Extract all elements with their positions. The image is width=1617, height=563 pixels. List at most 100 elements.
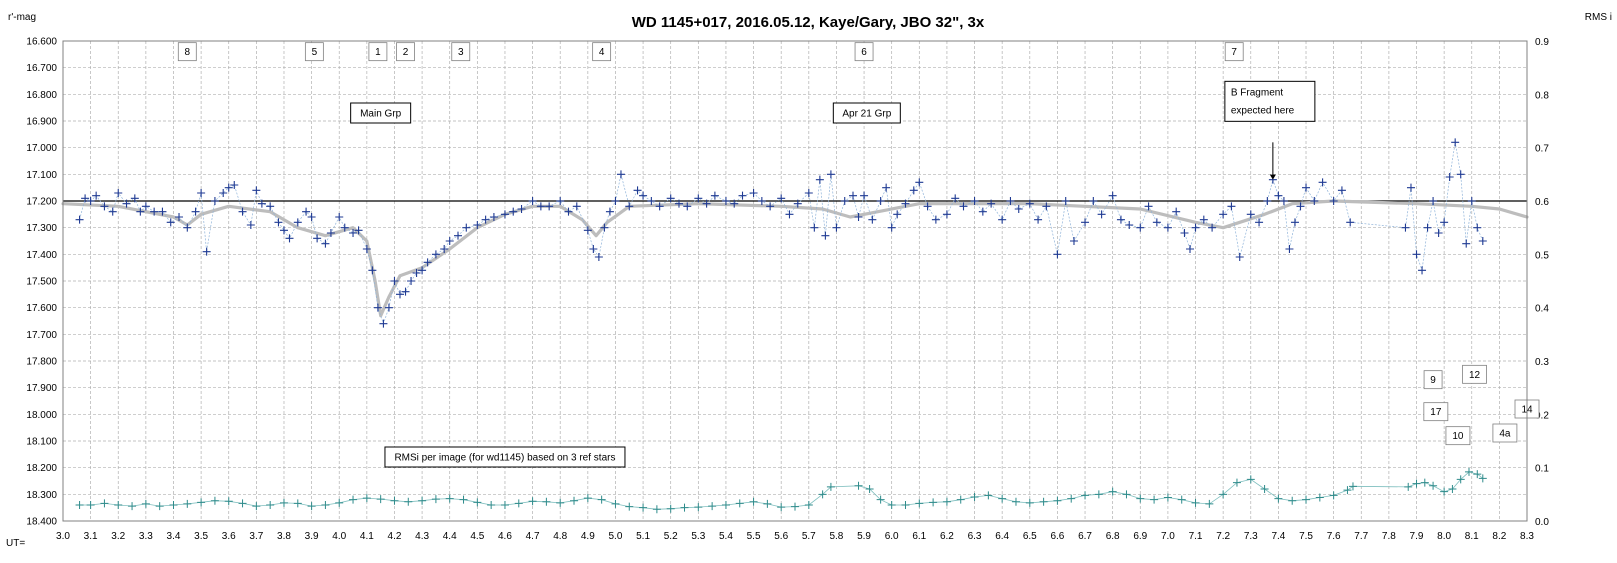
magnitude-point: [616, 170, 625, 179]
magnitude-point: [757, 197, 766, 205]
rms-point: [854, 481, 863, 490]
magnitude-point: [1440, 218, 1449, 227]
x-tick-label: 7.8: [1382, 531, 1396, 542]
rms-point: [666, 504, 675, 513]
magnitude-point: [1186, 245, 1194, 253]
magnitude-point: [868, 215, 877, 224]
annotation-label: 2: [396, 42, 415, 62]
rms-point: [224, 497, 233, 506]
magnitude-point: [321, 239, 330, 248]
magnitude-point: [1401, 223, 1410, 232]
magnitude-point: [655, 202, 664, 211]
rms-point: [335, 498, 344, 507]
rms-point: [514, 499, 523, 508]
magnitude-point: [702, 199, 711, 208]
magnitude-point: [1025, 199, 1034, 208]
x-tick-label: 7.7: [1354, 531, 1368, 542]
x-tick-label: 3.1: [84, 531, 98, 542]
y-tick-label-left: 18.100: [26, 437, 57, 448]
rms-point: [1150, 495, 1159, 504]
magnitude-point: [1429, 197, 1438, 205]
rms-point: [1232, 478, 1241, 487]
annotation-box: [592, 42, 612, 62]
rms-point: [169, 501, 178, 509]
annotation-box: [1423, 402, 1449, 422]
magnitude-point: [462, 223, 471, 232]
x-tick-label: 6.6: [1050, 531, 1064, 542]
magnitude-point: [92, 191, 101, 200]
rms-point: [1053, 496, 1062, 505]
y-tick-label-left: 17.100: [26, 170, 57, 181]
magnitude-point: [564, 207, 573, 216]
magnitude-point: [998, 215, 1007, 224]
y-tick-label-right: 0.7: [1535, 144, 1549, 155]
rms-point: [1081, 491, 1090, 500]
rms-point: [639, 503, 648, 512]
annotation-text: 4: [599, 47, 605, 58]
annotation-box: [1224, 42, 1244, 62]
magnitude-point: [1346, 218, 1355, 227]
magnitude-point: [1445, 173, 1454, 181]
magnitude-point: [166, 218, 175, 227]
rms-point: [721, 501, 730, 509]
magnitude-point: [1191, 223, 1200, 232]
y-tick-label-left: 17.900: [26, 383, 57, 394]
magnitude-point: [572, 202, 581, 211]
magnitude-point: [395, 290, 404, 299]
magnitude-point: [1053, 250, 1062, 259]
y-axis-label-left: r'-mag: [8, 12, 36, 23]
annotation-label: Apr 21 Grp: [832, 102, 901, 124]
x-tick-label: 6.8: [1106, 531, 1120, 542]
magnitude-point: [293, 218, 302, 227]
magnitude-point: [418, 266, 427, 275]
y-tick-label-left: 17.800: [26, 357, 57, 368]
rms-point: [141, 499, 150, 508]
annotation-text: 1: [375, 47, 381, 58]
magnitude-point: [1467, 197, 1476, 205]
annotation-label: 4a: [1492, 423, 1518, 443]
magnitude-point: [252, 186, 261, 195]
rms-point: [75, 501, 84, 509]
annotation-text: 8: [185, 47, 191, 58]
magnitude-point: [75, 215, 84, 224]
x-tick-label: 6.5: [1023, 531, 1037, 542]
rms-point: [570, 496, 579, 505]
annotation-label: Main Grp: [350, 102, 412, 124]
magnitude-point: [219, 189, 228, 197]
x-tick-label: 6.4: [995, 531, 1009, 542]
rms-point: [1067, 494, 1076, 503]
rms-point: [694, 503, 703, 512]
magnitude-point: [1456, 170, 1465, 179]
y-tick-label-left: 17.200: [26, 197, 57, 208]
magnitude-point: [749, 189, 758, 197]
magnitude-point: [379, 319, 388, 328]
magnitude-point: [785, 210, 794, 219]
x-tick-label: 4.9: [581, 531, 595, 542]
magnitude-point: [804, 189, 813, 197]
magnitude-series: [61, 138, 1529, 328]
magnitude-point: [1274, 191, 1283, 200]
magnitude-point: [1279, 197, 1288, 205]
magnitude-point: [81, 194, 90, 203]
magnitude-point: [1255, 218, 1264, 227]
rms-point: [777, 503, 786, 512]
rms-point: [1429, 481, 1438, 490]
magnitude-point: [694, 194, 703, 203]
magnitude-point: [738, 191, 747, 200]
magnitude-point: [335, 213, 344, 221]
x-tick-label: 6.2: [940, 531, 954, 542]
magnitude-point: [473, 221, 482, 229]
rms-point: [1420, 478, 1429, 487]
rms-point: [1260, 485, 1269, 493]
x-tick-label: 4.2: [388, 531, 402, 542]
rms-point: [1122, 490, 1131, 499]
annotation-text: RMSi per image (for wd1145) based on 3 r…: [394, 453, 615, 464]
magnitude-point: [1089, 197, 1098, 205]
x-tick-label: 5.2: [664, 531, 678, 542]
y-tick-label-left: 17.600: [26, 303, 57, 314]
rms-point: [1329, 491, 1338, 500]
magnitude-point: [274, 218, 283, 227]
magnitude-point: [257, 199, 266, 208]
rms-point: [431, 495, 440, 504]
